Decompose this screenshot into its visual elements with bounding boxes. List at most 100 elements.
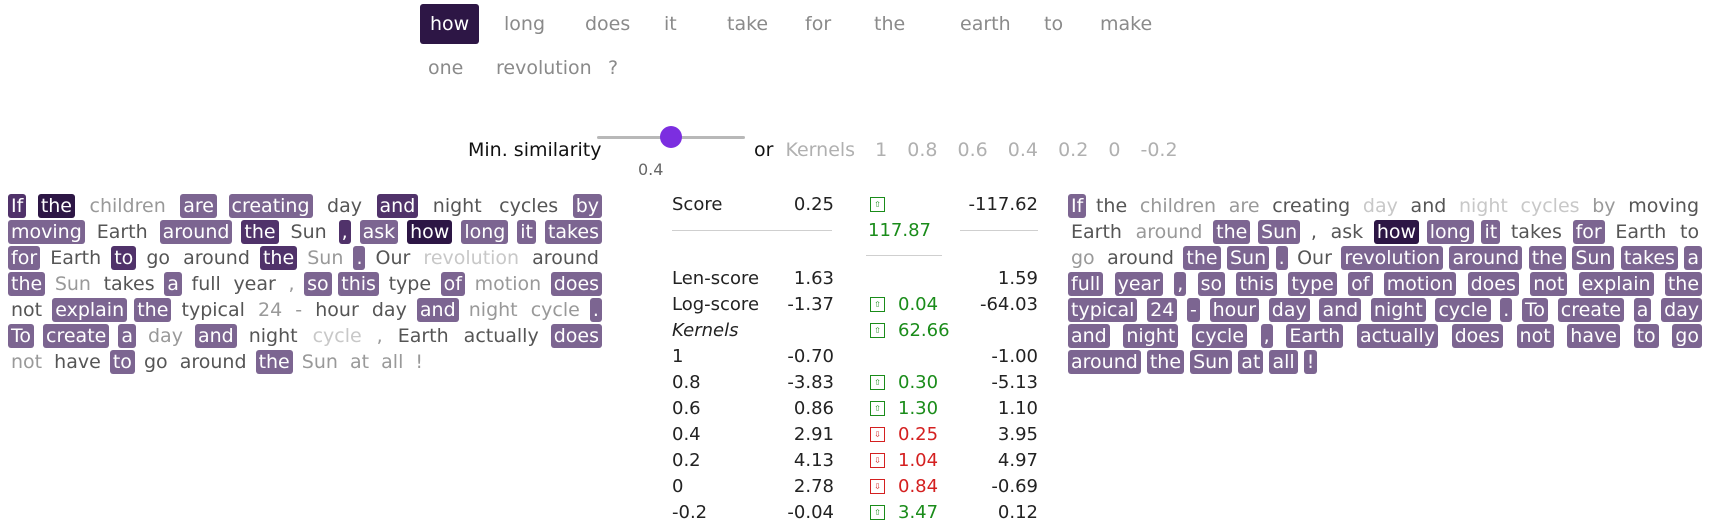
doc-token[interactable]: the bbox=[259, 246, 298, 270]
doc-token[interactable]: does bbox=[550, 324, 602, 348]
doc-token[interactable]: the bbox=[1095, 195, 1128, 217]
doc-token[interactable]: create bbox=[1557, 298, 1625, 322]
kernel-option[interactable]: 0.4 bbox=[1007, 139, 1039, 161]
doc-token[interactable]: so bbox=[1197, 272, 1226, 296]
doc-token[interactable]: not bbox=[11, 299, 43, 321]
doc-token[interactable]: cycles bbox=[1520, 195, 1580, 217]
doc-token[interactable]: the bbox=[8, 272, 46, 296]
doc-token[interactable]: night bbox=[468, 299, 518, 321]
query-token[interactable]: make bbox=[1100, 13, 1153, 35]
doc-token[interactable]: by bbox=[572, 194, 603, 218]
doc-token[interactable]: for bbox=[1572, 220, 1605, 244]
query-token[interactable]: ? bbox=[608, 57, 619, 79]
doc-token[interactable]: full bbox=[191, 273, 221, 295]
doc-token[interactable]: Sun bbox=[290, 221, 327, 243]
doc-token[interactable]: Earth bbox=[1615, 221, 1667, 243]
doc-token[interactable]: - bbox=[1187, 298, 1200, 322]
doc-token[interactable]: around bbox=[532, 247, 599, 269]
doc-token[interactable]: takes bbox=[103, 273, 155, 295]
doc-token[interactable]: around bbox=[159, 220, 233, 244]
doc-token[interactable]: this bbox=[338, 272, 379, 296]
doc-token[interactable]: Earth bbox=[50, 247, 102, 269]
doc-token[interactable]: full bbox=[1068, 272, 1104, 296]
doc-token[interactable]: a bbox=[118, 324, 136, 348]
doc-token[interactable]: at bbox=[350, 351, 370, 373]
kernel-option[interactable]: -0.2 bbox=[1140, 139, 1178, 161]
doc-token[interactable]: , bbox=[1310, 221, 1317, 243]
doc-token[interactable]: Our bbox=[1297, 247, 1332, 269]
doc-token[interactable]: and bbox=[416, 298, 459, 322]
doc-token[interactable]: If bbox=[1068, 194, 1087, 218]
doc-token[interactable]: takes bbox=[1620, 246, 1678, 270]
doc-token[interactable]: does bbox=[1451, 324, 1503, 348]
doc-token[interactable]: revolution bbox=[1341, 246, 1443, 270]
doc-token[interactable]: ! bbox=[1303, 350, 1318, 374]
doc-token[interactable]: a bbox=[1684, 246, 1703, 270]
doc-token[interactable]: around bbox=[183, 247, 250, 269]
doc-token[interactable]: , bbox=[338, 220, 351, 244]
doc-token[interactable]: Our bbox=[375, 247, 411, 269]
doc-token[interactable]: the bbox=[1528, 246, 1566, 270]
doc-token[interactable]: Sun bbox=[54, 273, 91, 295]
doc-token[interactable]: moving bbox=[1628, 195, 1700, 217]
doc-token[interactable]: day bbox=[371, 299, 407, 321]
doc-token[interactable]: type bbox=[1288, 272, 1337, 296]
doc-token[interactable]: . bbox=[589, 298, 602, 322]
doc-token[interactable]: ! bbox=[415, 351, 424, 373]
doc-token[interactable]: have bbox=[54, 351, 101, 373]
doc-token[interactable]: To bbox=[8, 324, 35, 348]
query-token[interactable]: revolution bbox=[496, 57, 592, 79]
doc-token[interactable]: cycle bbox=[312, 325, 362, 347]
doc-token[interactable]: Earth bbox=[96, 221, 148, 243]
doc-token[interactable]: to bbox=[1680, 221, 1700, 243]
doc-token[interactable]: day bbox=[327, 195, 362, 217]
doc-token[interactable]: 24 bbox=[1147, 298, 1178, 322]
doc-token[interactable]: day bbox=[147, 325, 183, 347]
doc-token[interactable]: actually bbox=[463, 325, 539, 347]
doc-token[interactable]: cycle bbox=[530, 299, 580, 321]
doc-token[interactable]: Sun bbox=[1190, 350, 1233, 374]
doc-token[interactable]: to bbox=[1633, 324, 1659, 348]
doc-token[interactable]: around bbox=[1068, 350, 1141, 374]
doc-token[interactable]: all bbox=[1269, 350, 1298, 374]
doc-token[interactable]: does bbox=[550, 272, 603, 296]
doc-token[interactable]: it bbox=[1481, 220, 1501, 244]
doc-token[interactable]: Sun bbox=[1572, 246, 1615, 270]
doc-token[interactable]: motion bbox=[474, 273, 542, 295]
doc-token[interactable]: and bbox=[376, 194, 419, 218]
doc-token[interactable]: a bbox=[164, 272, 182, 296]
doc-token[interactable]: , bbox=[288, 273, 295, 295]
doc-token[interactable]: the bbox=[255, 350, 293, 374]
doc-token[interactable]: are bbox=[1228, 195, 1260, 217]
doc-token[interactable]: ask bbox=[1330, 221, 1364, 243]
doc-token[interactable]: at bbox=[1238, 350, 1264, 374]
doc-token[interactable]: explain bbox=[1578, 272, 1654, 296]
doc-token[interactable]: are bbox=[180, 194, 217, 218]
kernel-option[interactable]: 1 bbox=[875, 139, 888, 161]
doc-token[interactable]: night bbox=[1458, 195, 1508, 217]
doc-token[interactable]: day bbox=[1661, 298, 1703, 322]
doc-token[interactable]: it bbox=[517, 220, 537, 244]
doc-token[interactable]: and bbox=[1068, 324, 1110, 348]
doc-token[interactable]: cycle bbox=[1435, 298, 1491, 322]
doc-token[interactable]: and bbox=[1319, 298, 1362, 322]
query-token[interactable]: the bbox=[874, 13, 906, 35]
doc-token[interactable]: - bbox=[295, 299, 303, 321]
doc-token[interactable]: go bbox=[1071, 247, 1095, 269]
doc-token[interactable]: Sun bbox=[1227, 246, 1270, 270]
doc-token[interactable]: the bbox=[1146, 350, 1185, 374]
doc-token[interactable]: type bbox=[388, 273, 432, 295]
doc-token[interactable]: . bbox=[1500, 298, 1513, 322]
doc-token[interactable]: for bbox=[8, 246, 41, 270]
doc-token[interactable]: year bbox=[233, 273, 276, 295]
doc-token[interactable]: actually bbox=[1356, 324, 1438, 348]
doc-token[interactable]: the bbox=[1664, 272, 1703, 296]
doc-token[interactable]: the bbox=[1213, 220, 1251, 244]
kernel-option[interactable]: 0.2 bbox=[1058, 139, 1089, 161]
doc-token[interactable]: . bbox=[1275, 246, 1288, 270]
doc-token[interactable]: children bbox=[1139, 195, 1217, 217]
kernel-option[interactable]: 0.8 bbox=[907, 139, 938, 161]
doc-token[interactable]: of bbox=[440, 272, 465, 296]
doc-token[interactable]: around bbox=[1449, 246, 1523, 270]
doc-token[interactable]: . bbox=[353, 246, 366, 270]
